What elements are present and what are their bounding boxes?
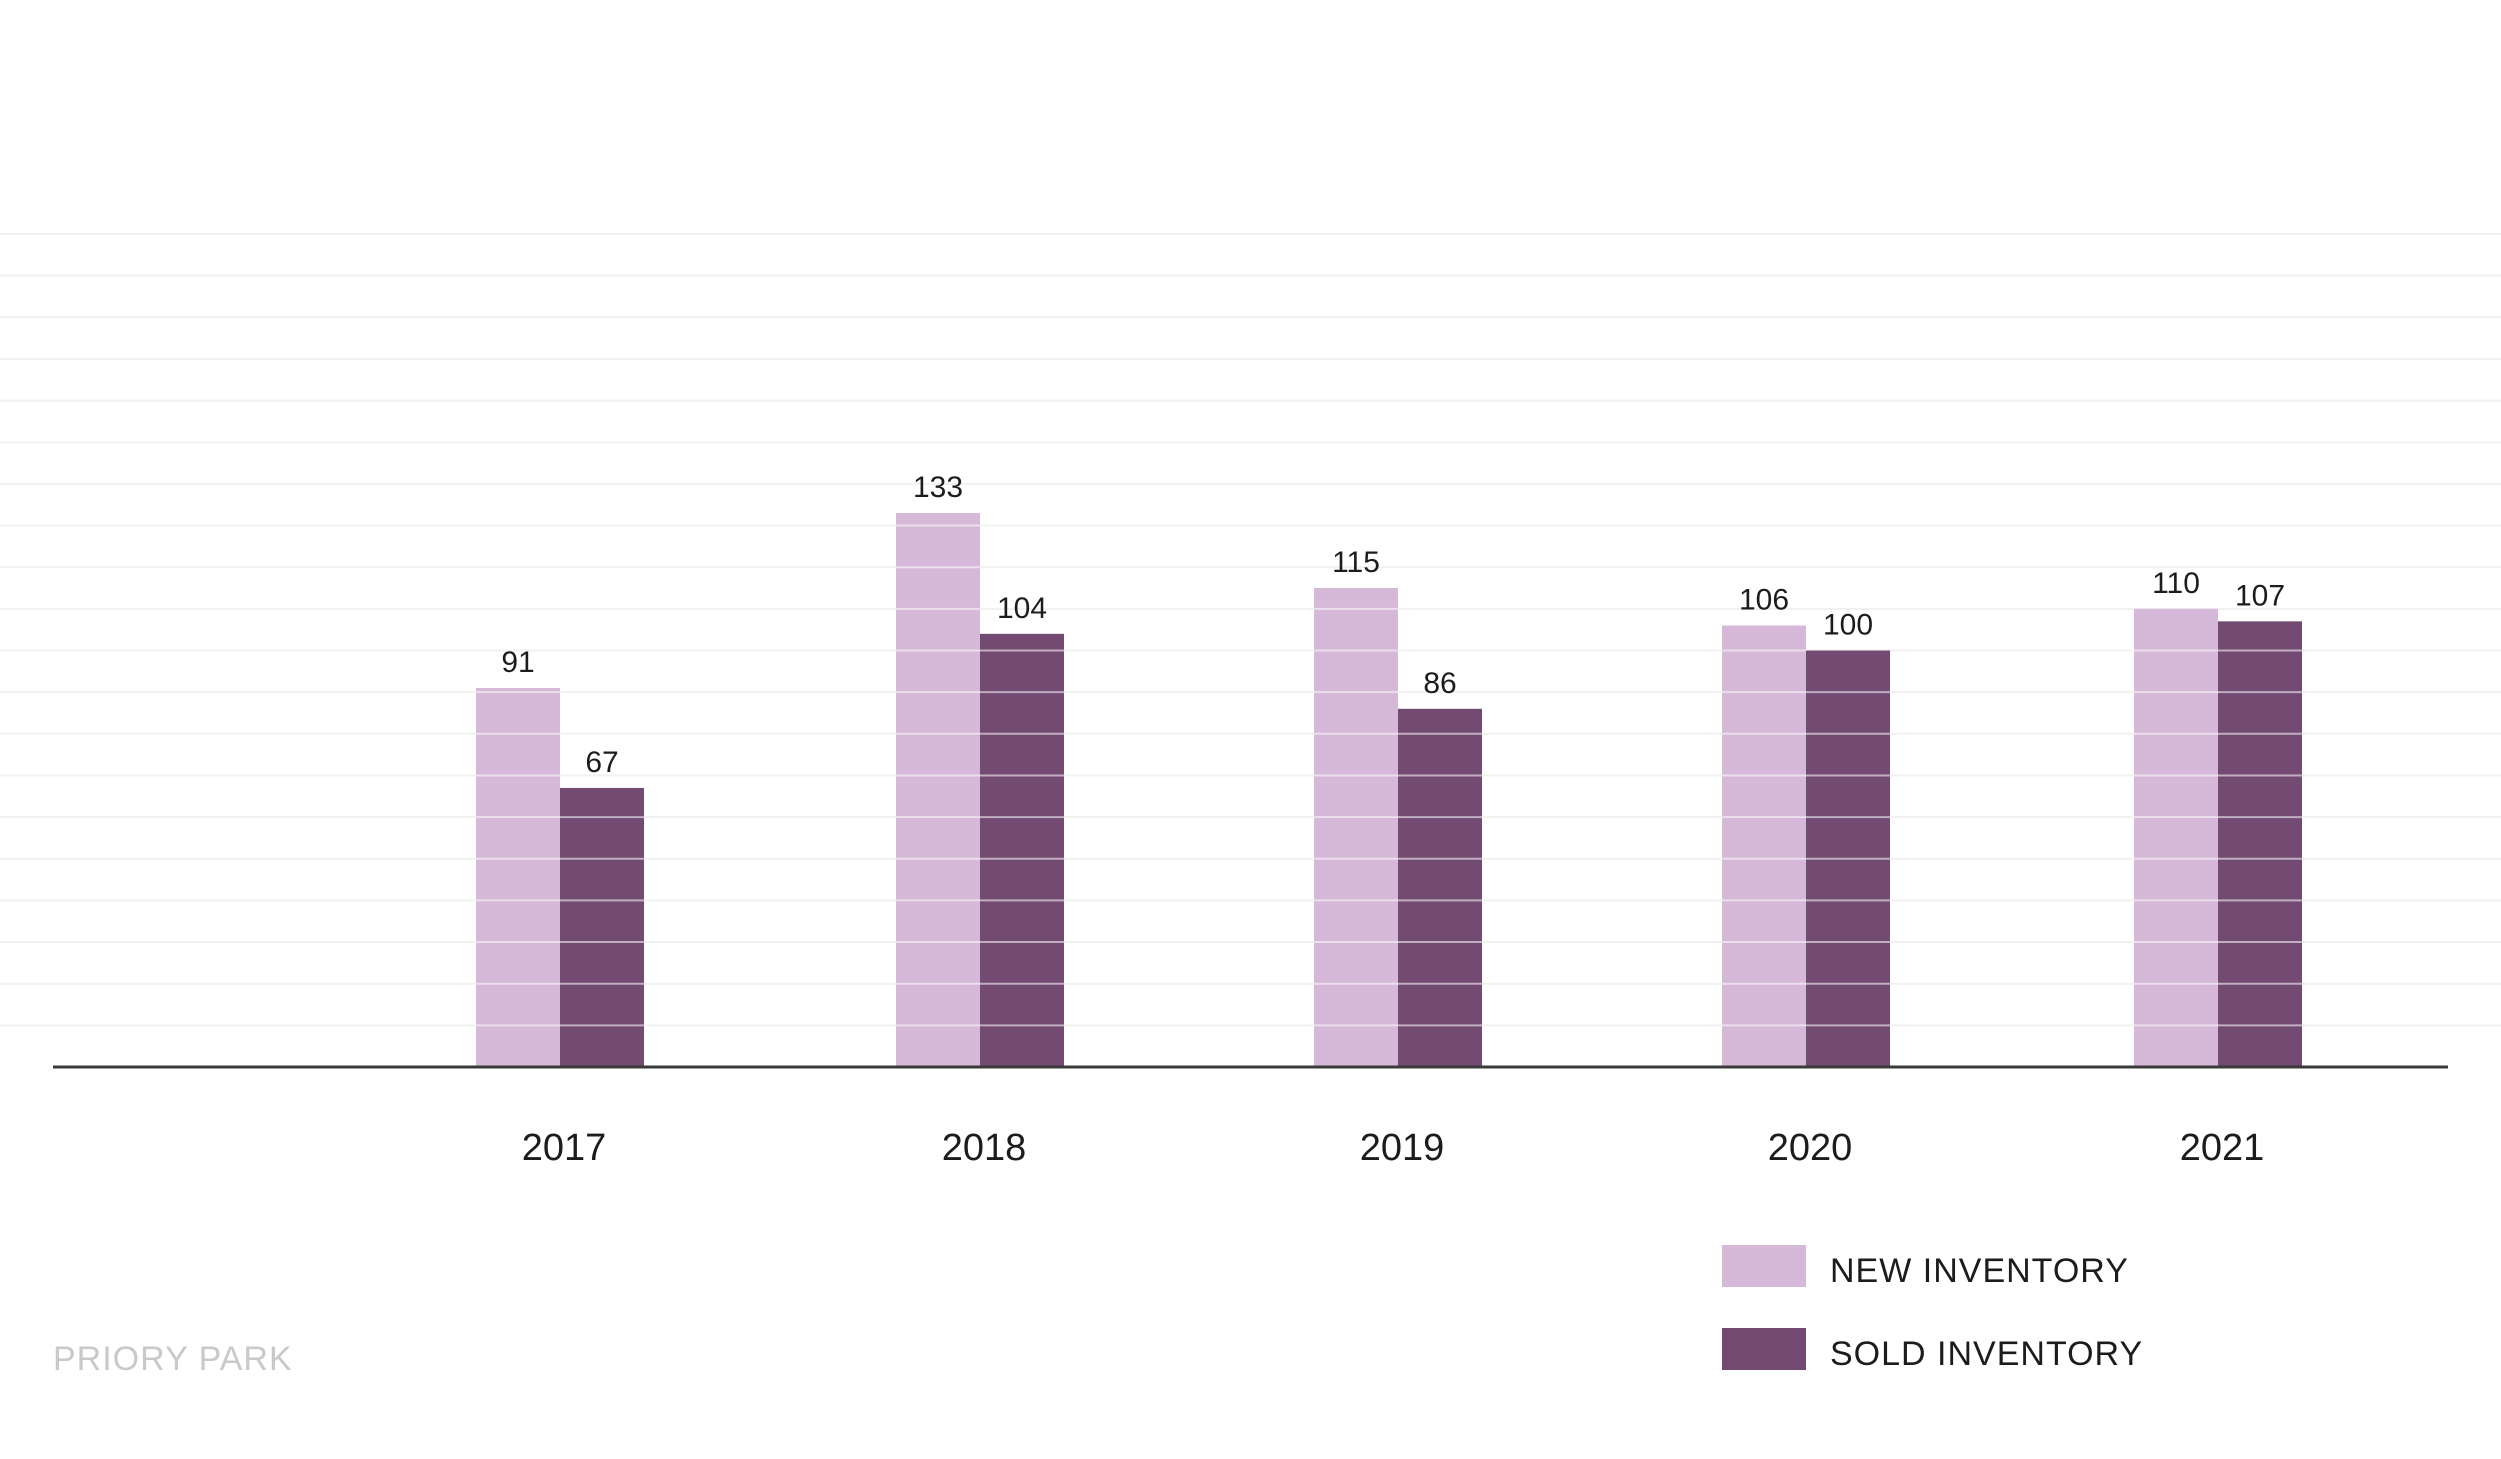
value-label: 133 — [913, 471, 963, 504]
bar-new-2020 — [1722, 625, 1806, 1067]
x-tick-label: 2021 — [2180, 1127, 2265, 1169]
x-tick-label: 2020 — [1768, 1127, 1853, 1169]
bar-sold-2019 — [1398, 708, 1482, 1067]
legend-label: NEW INVENTORY — [1830, 1252, 2129, 1290]
bar-sold-2021 — [2218, 621, 2302, 1067]
bar-new-2019 — [1314, 588, 1398, 1067]
bar-new-2017 — [476, 687, 560, 1067]
footer-label: PRIORY PARK — [53, 1340, 293, 1378]
value-label: 67 — [585, 746, 618, 779]
value-label: 110 — [2152, 567, 2200, 600]
value-label: 106 — [1739, 584, 1789, 617]
value-label: 91 — [501, 646, 534, 679]
legend: NEW INVENTORY SOLD INVENTORY — [1722, 1245, 2143, 1373]
value-labels: 91 133 115 106 110 67 104 86 100 107 — [501, 471, 2285, 779]
gridlines — [0, 233, 2501, 1027]
x-tick-label: 2019 — [1360, 1127, 1445, 1169]
value-label: 104 — [997, 592, 1047, 625]
value-label: 107 — [2235, 579, 2285, 612]
value-label: 115 — [1332, 546, 1380, 579]
bar-gridlines-overlay — [476, 524, 2302, 1027]
legend-label: SOLD INVENTORY — [1830, 1335, 2143, 1373]
value-label: 100 — [1823, 609, 1873, 642]
legend-swatch — [1722, 1328, 1806, 1370]
x-tick-label: 2017 — [522, 1127, 607, 1169]
x-tick-labels: 2017 2018 2019 2020 2021 — [522, 1127, 2265, 1169]
x-tick-label: 2018 — [942, 1127, 1027, 1169]
legend-swatch — [1722, 1245, 1806, 1287]
bar-new-2021 — [2134, 608, 2218, 1067]
bar-sold-2018 — [980, 633, 1064, 1067]
value-label: 86 — [1423, 667, 1456, 700]
bar-sold-2017 — [560, 787, 644, 1067]
bars — [476, 513, 2302, 1067]
bar-new-2018 — [896, 513, 980, 1067]
